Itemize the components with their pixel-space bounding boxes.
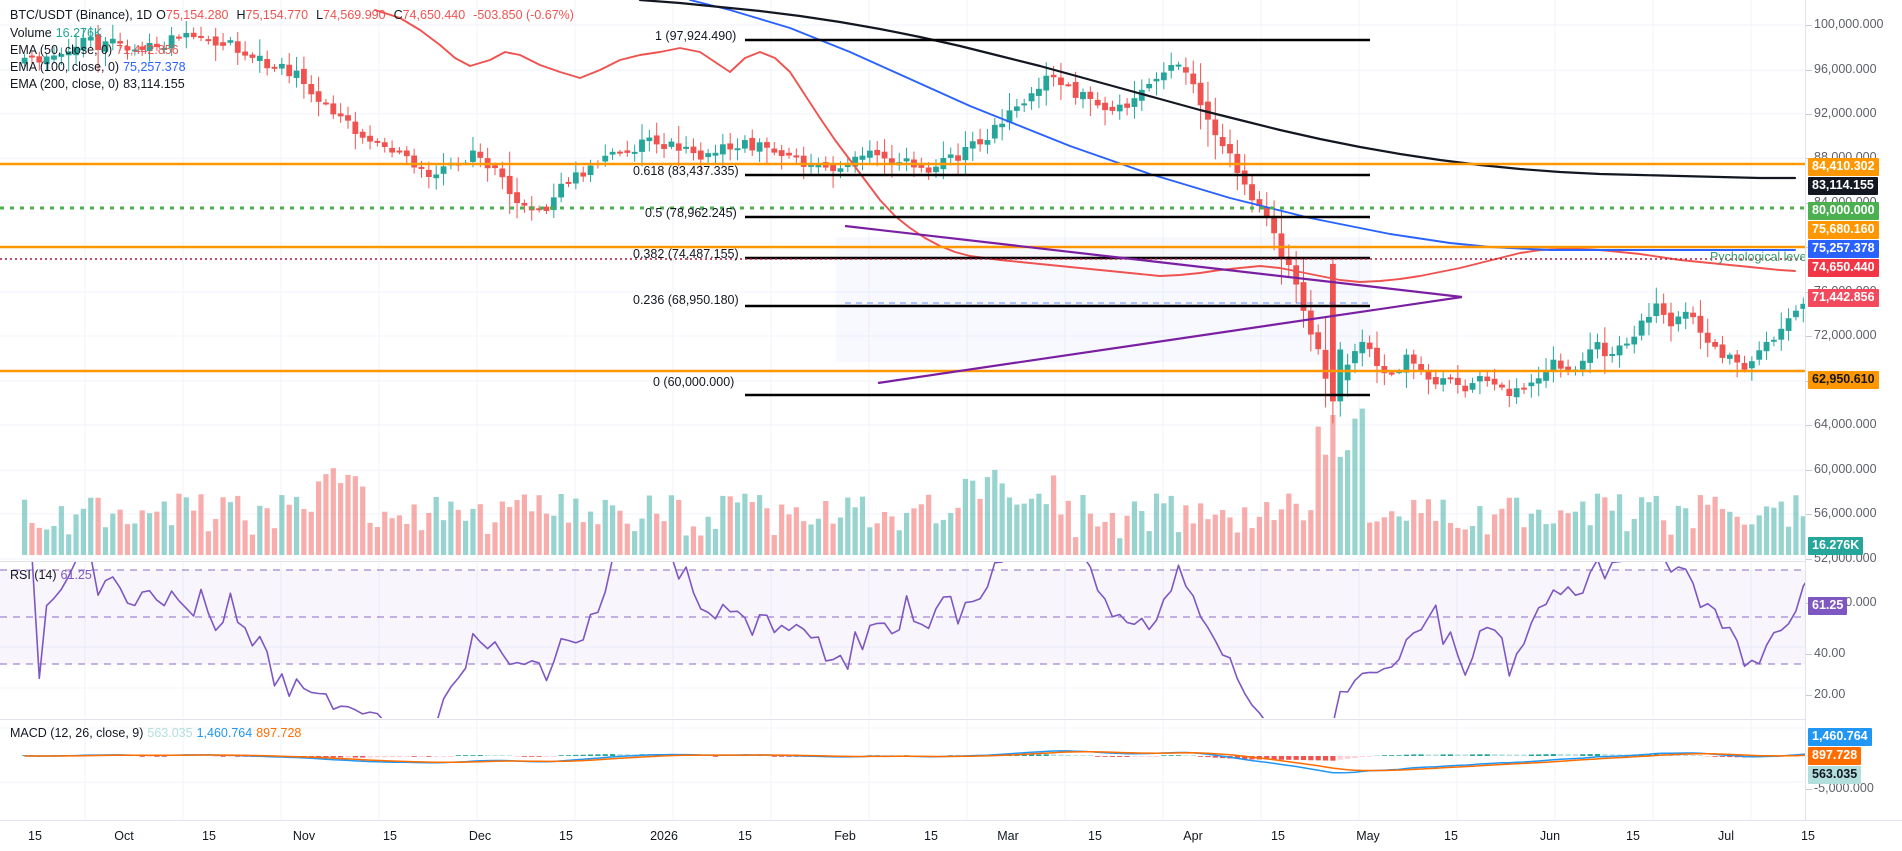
time-axis-tick: Jun	[1539, 829, 1561, 843]
macd-axis-badge[interactable]: 1,460.764	[1808, 728, 1872, 746]
price-axis-badge[interactable]: 83,114.155	[1808, 177, 1878, 195]
rsi-legend-name: RSI (14)	[10, 568, 57, 582]
time-axis-tick: Dec	[468, 829, 492, 843]
price-axis-tick: 64,000.000	[1814, 417, 1877, 431]
ohlc-l: L74,569.990	[316, 8, 386, 22]
time-axis-tick: May	[1356, 829, 1380, 843]
macd-value-0: 563.035	[147, 726, 193, 740]
price-axis-badge[interactable]: 71,442.856	[1808, 289, 1879, 307]
indicator-legend-0[interactable]: Volume 16.276K	[10, 26, 103, 40]
indicator-legend-1[interactable]: EMA (50, close, 0) 71,442.856	[10, 43, 179, 57]
time-axis-tick: Apr	[1183, 829, 1203, 843]
time-axis-tick: 15	[1271, 829, 1285, 843]
indicator-legend-2[interactable]: EMA (100, close, 0) 75,257.378	[10, 60, 186, 74]
time-axis-tick: 15	[738, 829, 752, 843]
fib-level-label[interactable]: 0.236 (68,950.180)	[633, 293, 739, 307]
price-axis-badge[interactable]: 74,650.440	[1808, 259, 1879, 277]
macd-value-2: 897.728	[256, 726, 302, 740]
fib-level-label[interactable]: 0 (60,000.000)	[653, 375, 735, 389]
axis-tick-mark	[1806, 789, 1812, 790]
price-axis-tick: 72,000.000	[1814, 328, 1877, 342]
time-axis-tick: Nov	[292, 829, 316, 843]
axis-tick-mark	[1806, 25, 1812, 26]
time-axis[interactable]: 15 Oct 15 Nov 15 Dec 15 2026 15 Feb 15 Mar 15 Apr 15 Ma…	[0, 820, 1902, 851]
price-axis-tick: 60,000.000	[1814, 462, 1877, 476]
axis-tick-mark	[1806, 559, 1812, 560]
time-axis-tick: 2026	[650, 829, 678, 843]
price-axis[interactable]: 100,000.000 96,000.000 92,000.000 88,000.00…	[1805, 0, 1902, 820]
time-axis-tick: Jul	[1718, 829, 1734, 843]
fib-level-label[interactable]: 0.382 (74,487.155)	[633, 247, 739, 261]
macd-axis-badge[interactable]: 563.035	[1808, 766, 1862, 784]
price-axis-tick: 100,000.000	[1814, 17, 1884, 31]
price-axis-badge[interactable]: 16.276K	[1808, 537, 1864, 555]
axis-tick-mark	[1806, 514, 1812, 515]
time-axis-tick: Mar	[997, 829, 1019, 843]
ohlc-o: O75,154.280	[156, 8, 229, 22]
rsi-axis-tick: 40.00	[1814, 646, 1846, 660]
axis-tick-mark	[1806, 70, 1812, 71]
fib-level-label[interactable]: 1 (97,924.490)	[655, 29, 737, 43]
pane-separator-rsi	[0, 561, 1902, 562]
rsi-pane[interactable]	[0, 562, 1805, 718]
axis-tick-mark	[1806, 336, 1812, 337]
macd-value-1: 1,460.764	[196, 726, 253, 740]
ohlc-c: C74,650.440	[393, 8, 466, 22]
price-axis-tick: 92,000.000	[1814, 106, 1877, 120]
rsi-axis-tick: 20.00	[1814, 687, 1846, 701]
time-axis-tick: 15	[202, 829, 216, 843]
chart-symbol-legend[interactable]: BTC/USDT (Binance), 1D O75,154.280 H75,154…	[10, 8, 578, 23]
price-change: -503.850 (-0.67%)	[473, 8, 574, 22]
psychological-level-label[interactable]: Pychological level	[1710, 250, 1810, 264]
time-axis-tick: 15	[383, 829, 397, 843]
axis-tick-mark	[1806, 695, 1812, 696]
fib-level-label[interactable]: 0.5 (78,962.245)	[645, 206, 737, 220]
time-axis-tick: 15	[559, 829, 573, 843]
pane-separator-macd	[0, 719, 1902, 720]
rsi-axis-badge[interactable]: 61.25	[1808, 597, 1848, 615]
axis-tick-mark	[1806, 114, 1812, 115]
axis-tick-mark	[1806, 425, 1812, 426]
axis-tick-mark	[1806, 470, 1812, 471]
rsi-legend-value: 61.25	[60, 568, 92, 582]
axis-tick-mark	[1806, 654, 1812, 655]
price-axis-badge[interactable]: 80,000.000	[1808, 202, 1879, 220]
price-axis-badge[interactable]: 75,257.378	[1808, 240, 1879, 258]
time-axis-tick: 15	[1626, 829, 1640, 843]
price-axis-tick: 96,000.000	[1814, 62, 1877, 76]
time-axis-tick: Oct	[114, 829, 134, 843]
macd-legend[interactable]: MACD (12, 26, close, 9) 563.035 1,460.764 8…	[10, 726, 305, 741]
price-axis-tick: 56,000.000	[1814, 506, 1877, 520]
time-axis-tick: 15	[1088, 829, 1102, 843]
symbol-label: BTC/USDT (Binance), 1D	[10, 8, 153, 22]
time-axis-tick: 15	[1801, 829, 1815, 843]
time-axis-tick: Feb	[834, 829, 856, 843]
price-axis-badge[interactable]: 62,950.610	[1808, 371, 1879, 389]
price-axis-badge[interactable]: 84,410.302	[1808, 158, 1879, 176]
macd-axis-tick: -5,000.000	[1814, 781, 1874, 795]
time-axis-tick: 15	[28, 829, 42, 843]
time-axis-tick: 15	[1444, 829, 1458, 843]
price-axis-badge[interactable]: 75,680.160	[1808, 221, 1879, 239]
time-axis-tick: 15	[924, 829, 938, 843]
macd-pane[interactable]	[0, 720, 1805, 820]
macd-legend-name: MACD (12, 26, close, 9)	[10, 726, 144, 740]
fib-level-label[interactable]: 0.618 (83,437.335)	[633, 164, 739, 178]
indicator-legend-3[interactable]: EMA (200, close, 0) 83,114.155	[10, 77, 185, 91]
ohlc-h: H75,154.770	[236, 8, 309, 22]
rsi-legend[interactable]: RSI (14) 61.25	[10, 568, 96, 583]
price-pane[interactable]	[0, 0, 1805, 560]
macd-axis-badge[interactable]: 897.728	[1808, 747, 1862, 765]
